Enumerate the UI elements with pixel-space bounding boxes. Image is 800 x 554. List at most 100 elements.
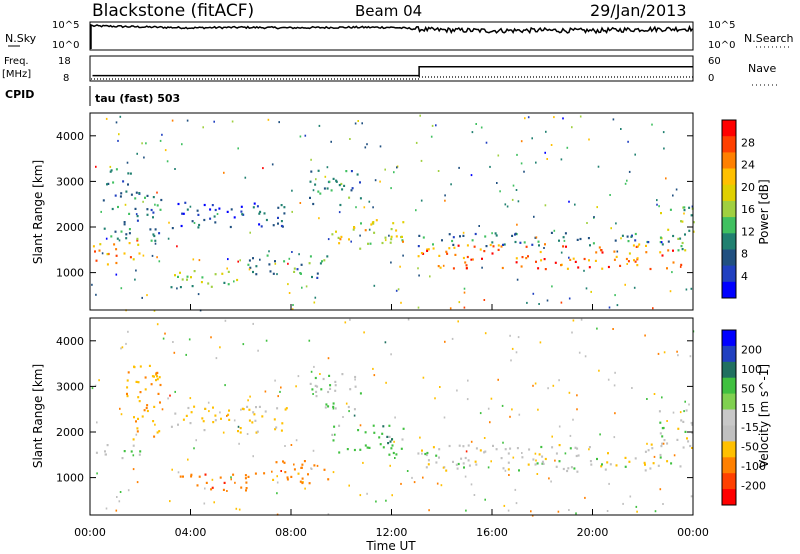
scatter-cell — [102, 199, 105, 202]
scatter-cell — [544, 151, 546, 154]
scatter-cell — [114, 194, 117, 197]
colorbar-tick-label: 28 — [741, 136, 755, 149]
scatter-cell — [520, 140, 523, 143]
scatter-cell — [444, 199, 446, 202]
scatter-cell — [391, 438, 393, 441]
scatter-cell — [259, 258, 261, 261]
scatter-cell — [115, 273, 118, 276]
scatter-cell — [562, 467, 565, 471]
scatter-cell — [182, 212, 185, 215]
scatter-cell — [156, 204, 159, 207]
scatter-cell — [229, 225, 232, 229]
scatter-cell — [538, 244, 540, 247]
scatter-cell — [136, 430, 139, 433]
scatter-cell — [212, 406, 214, 409]
scatter-cell — [523, 241, 526, 244]
scatter-cell — [274, 379, 276, 382]
scatter-cell — [296, 268, 299, 271]
scatter-cell — [274, 262, 277, 265]
colorbar-tick-label: 50 — [741, 382, 755, 395]
scatter-cell — [132, 444, 135, 447]
scatter-cell — [120, 192, 123, 195]
scatter-cell — [120, 230, 123, 233]
scatter-cell — [338, 242, 341, 245]
scatter-cell — [465, 509, 467, 512]
scatter-cell — [179, 286, 182, 289]
scatter-cell — [345, 402, 348, 405]
scatter-cell — [504, 203, 507, 206]
scatter-cell — [323, 259, 326, 262]
scatter-cell — [265, 339, 268, 342]
scatter-cell — [304, 134, 307, 137]
scatter-cell — [190, 411, 193, 414]
scatter-cell — [679, 237, 682, 240]
scatter-cell — [388, 453, 391, 456]
scatter-cell — [542, 462, 545, 465]
scatter-cell — [576, 238, 579, 241]
scatter-cell — [174, 168, 176, 170]
scatter-cell — [160, 198, 163, 202]
scatter-cell — [191, 220, 194, 223]
scatter-cell — [381, 432, 384, 435]
scatter-cell — [334, 407, 337, 410]
scatter-cell — [685, 288, 688, 291]
scatter-cell — [288, 292, 291, 294]
scatter-cell — [681, 220, 684, 223]
scatter-cell — [627, 140, 629, 143]
scatter-cell — [555, 465, 558, 468]
scatter-cell — [667, 249, 670, 252]
scatter-cell — [435, 454, 438, 457]
scatter-cell — [478, 225, 480, 227]
scatter-cell — [546, 299, 549, 302]
scatter-cell — [550, 231, 553, 234]
scatter-cell — [168, 221, 170, 224]
scatter-cell — [574, 260, 577, 263]
scatter-cell — [146, 194, 149, 197]
scatter-cell — [596, 327, 598, 330]
scatter-cell — [191, 285, 194, 288]
scatter-cell — [154, 228, 157, 231]
scatter-cell — [184, 201, 187, 204]
scatter-cell — [471, 239, 474, 242]
scatter-cell — [155, 379, 157, 382]
scatter-cell — [316, 464, 319, 467]
scatter-cell — [660, 445, 663, 448]
scatter-cell — [590, 290, 592, 293]
scatter-cell — [277, 216, 279, 219]
scatter-cell — [118, 133, 120, 136]
scatter-cell — [370, 223, 373, 226]
scatter-cell — [153, 375, 155, 378]
scatter-cell — [354, 385, 357, 388]
scatter-cell — [560, 264, 562, 267]
scatter-cell — [301, 481, 304, 485]
scatter-cell — [209, 217, 212, 220]
scatter-cell — [297, 472, 300, 475]
scatter-cell — [95, 451, 98, 454]
scatter-cell — [446, 252, 449, 255]
scatter-cell — [331, 233, 334, 236]
scatter-cell — [683, 410, 685, 413]
scatter-cell — [359, 197, 362, 200]
scatter-cell — [291, 189, 293, 192]
scatter-cell — [214, 419, 217, 422]
scatter-cell — [606, 461, 609, 464]
scatter-cell — [288, 257, 291, 260]
scatter-cell — [525, 245, 528, 248]
scatter-cell — [314, 376, 317, 380]
scatter-cell — [132, 454, 135, 457]
scatter-cell — [392, 222, 395, 225]
scatter-cell — [690, 495, 693, 498]
scatter-cell — [584, 355, 587, 358]
scatter-cell — [661, 243, 664, 246]
scatter-cell — [484, 450, 487, 453]
scatter-cell — [687, 440, 690, 443]
y-tick-label: 3000 — [56, 380, 84, 393]
scatter-cell — [539, 250, 542, 254]
y-tick-label: 1000 — [56, 472, 84, 485]
scatter-cell — [456, 467, 459, 470]
scatter-cell — [176, 287, 178, 290]
scatter-cell — [555, 452, 558, 455]
scatter-cell — [479, 449, 482, 452]
scatter-cell — [308, 262, 311, 265]
